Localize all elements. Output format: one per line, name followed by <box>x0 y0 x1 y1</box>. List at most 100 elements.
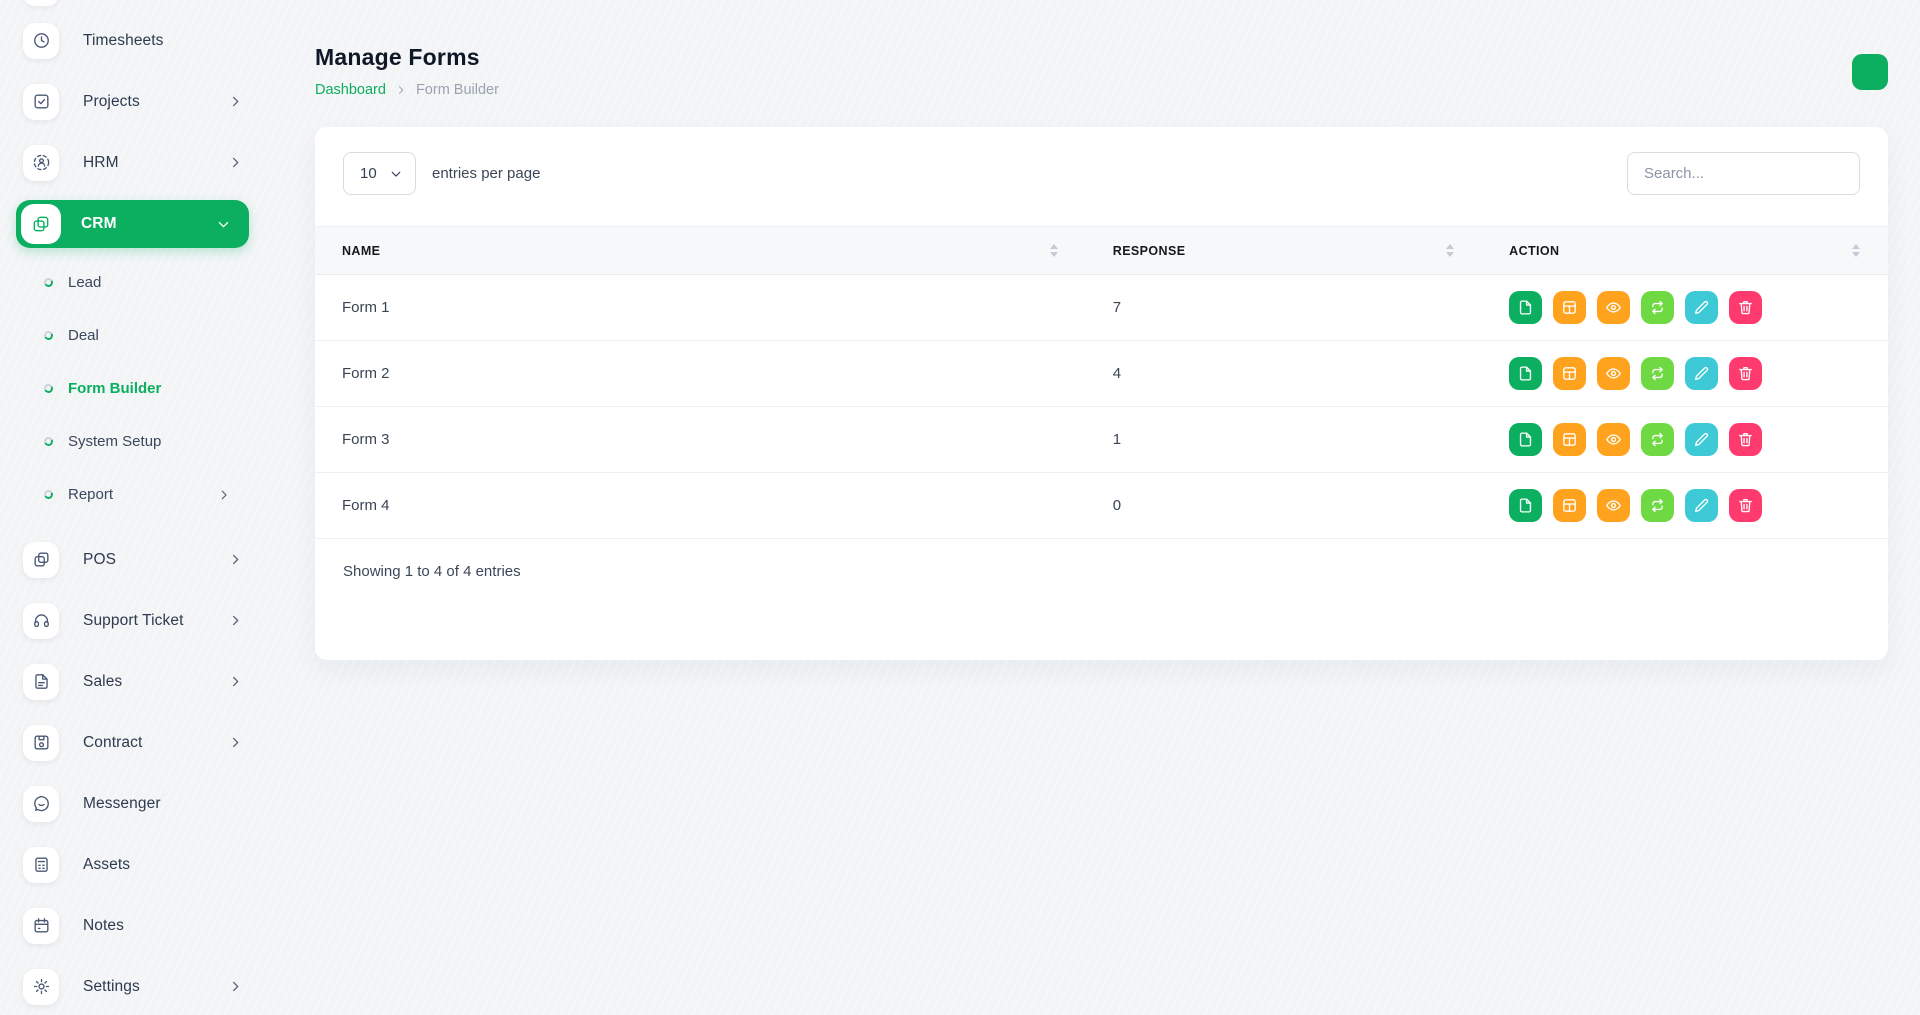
sidebar-item-pos[interactable]: POS <box>0 529 265 590</box>
page-header: Manage Forms Dashboard Form Builder <box>315 44 1888 98</box>
grid-icon <box>1563 499 1576 512</box>
table-controls: 10 entries per page <box>315 152 1888 195</box>
sidebar-item-label: Support Ticket <box>83 611 184 629</box>
form-name-cell: Form 4 <box>315 472 1086 539</box>
bullet-icon <box>42 276 55 289</box>
sidebar-item-label: Notes <box>83 916 124 934</box>
sidebar-item-notes[interactable]: Notes <box>0 895 265 956</box>
column-header-name[interactable]: NAME <box>315 226 1086 275</box>
chevron-right-icon <box>395 84 407 96</box>
sidebar-item-label: HRM <box>83 153 119 171</box>
delete-form-button[interactable] <box>1729 357 1763 390</box>
view-form-button[interactable] <box>1597 291 1631 324</box>
sort-icon <box>1446 244 1455 257</box>
eye-icon <box>1606 434 1622 445</box>
chevron-right-icon <box>228 735 243 750</box>
eye-icon <box>1606 500 1622 511</box>
sidebar-item-hrm[interactable]: HRM <box>0 132 265 193</box>
crm-submenu: Lead Deal Form Builder System Setup Repo… <box>0 256 265 521</box>
sidebar-item-crm[interactable]: CRM <box>16 200 249 248</box>
view-form-button[interactable] <box>1597 357 1631 390</box>
sidebar-item-label: Deal <box>68 327 99 344</box>
action-buttons <box>1509 489 1860 522</box>
overlap-squares-icon <box>23 541 59 578</box>
bullet-icon <box>42 488 55 501</box>
swap-icon <box>1652 366 1663 381</box>
sidebar-item-report[interactable]: Report <box>0 468 265 521</box>
column-header-action[interactable]: ACTION <box>1482 226 1888 275</box>
sidebar-item-deal[interactable]: Deal <box>0 309 265 362</box>
plus-icon <box>1862 64 1879 81</box>
main-content: Manage Forms Dashboard Form Builder 10 e… <box>265 0 1920 660</box>
duplicate-form-button[interactable] <box>1509 423 1543 456</box>
trash-icon <box>1739 367 1752 381</box>
sidebar-item-sales[interactable]: Sales <box>0 651 265 712</box>
chevron-right-icon <box>228 979 243 994</box>
duplicate-form-button[interactable] <box>1509 291 1543 324</box>
eye-icon <box>1606 302 1622 313</box>
edit-form-button[interactable] <box>1685 357 1719 390</box>
sidebar-item-projects[interactable]: Projects <box>0 71 265 132</box>
entries-per-page-label: entries per page <box>432 165 541 182</box>
sidebar-item-label: Sales <box>83 672 123 690</box>
convert-form-button[interactable] <box>1641 489 1675 522</box>
duplicate-form-button[interactable] <box>1509 489 1543 522</box>
chevron-down-icon <box>389 167 403 181</box>
form-fields-button[interactable] <box>1553 357 1587 390</box>
table-row: Form 3 1 <box>315 406 1888 473</box>
search-input[interactable] <box>1627 152 1860 195</box>
delete-form-button[interactable] <box>1729 489 1763 522</box>
sidebar-item-label: Messenger <box>83 794 161 812</box>
sidebar-item-system-setup[interactable]: System Setup <box>0 415 265 468</box>
sort-icon <box>1049 244 1058 257</box>
table-header-row: NAME RESPONSE ACTION <box>315 226 1888 275</box>
cutoff-menu-tile <box>23 0 59 6</box>
edit-form-button[interactable] <box>1685 291 1719 324</box>
entries-per-page-select[interactable]: 10 <box>343 152 416 195</box>
sidebar-item-lead[interactable]: Lead <box>0 256 265 309</box>
page-title: Manage Forms <box>315 44 480 70</box>
table-footer: Showing 1 to 4 of 4 entries <box>343 563 521 580</box>
edit-form-button[interactable] <box>1685 489 1719 522</box>
sidebar-item-form-builder[interactable]: Form Builder <box>0 362 265 415</box>
sidebar-item-support-ticket[interactable]: Support Ticket <box>0 590 265 651</box>
file-icon <box>1520 366 1532 381</box>
delete-form-button[interactable] <box>1729 291 1763 324</box>
sidebar-item-assets[interactable]: Assets <box>0 834 265 895</box>
column-header-response[interactable]: RESPONSE <box>1085 226 1483 275</box>
sidebar-item-contract[interactable]: Contract <box>0 712 265 773</box>
table-row: Form 2 4 <box>315 340 1888 407</box>
pencil-icon <box>1695 498 1709 512</box>
form-fields-button[interactable] <box>1553 291 1587 324</box>
form-fields-button[interactable] <box>1553 423 1587 456</box>
view-form-button[interactable] <box>1597 423 1631 456</box>
file-icon <box>1520 498 1532 513</box>
sidebar-item-label: CRM <box>81 215 117 232</box>
form-name-cell: Form 3 <box>315 406 1086 473</box>
sidebar-item-timesheets[interactable]: Timesheets <box>0 10 265 71</box>
convert-form-button[interactable] <box>1641 291 1675 324</box>
view-form-button[interactable] <box>1597 489 1631 522</box>
edit-form-button[interactable] <box>1685 423 1719 456</box>
sidebar-item-settings[interactable]: Settings <box>0 956 265 1015</box>
convert-form-button[interactable] <box>1641 423 1675 456</box>
check-square-icon <box>23 83 59 120</box>
sidebar-item-label: Contract <box>83 733 143 751</box>
sidebar-item-messenger[interactable]: Messenger <box>0 773 265 834</box>
breadcrumb-dashboard-link[interactable]: Dashboard <box>315 82 386 98</box>
duplicate-form-button[interactable] <box>1509 357 1543 390</box>
chevron-right-icon <box>228 94 243 109</box>
form-fields-button[interactable] <box>1553 489 1587 522</box>
add-form-button[interactable] <box>1852 54 1888 90</box>
convert-form-button[interactable] <box>1641 357 1675 390</box>
swap-icon <box>1652 498 1663 513</box>
sidebar-item-label: Assets <box>83 855 131 873</box>
form-name-cell: Form 1 <box>315 274 1086 341</box>
action-buttons <box>1509 357 1860 390</box>
bullet-icon <box>42 382 55 395</box>
delete-form-button[interactable] <box>1729 423 1763 456</box>
file-icon <box>1520 300 1532 315</box>
form-name-cell: Form 2 <box>315 340 1086 407</box>
grid-icon <box>1563 301 1576 314</box>
action-buttons <box>1509 423 1860 456</box>
